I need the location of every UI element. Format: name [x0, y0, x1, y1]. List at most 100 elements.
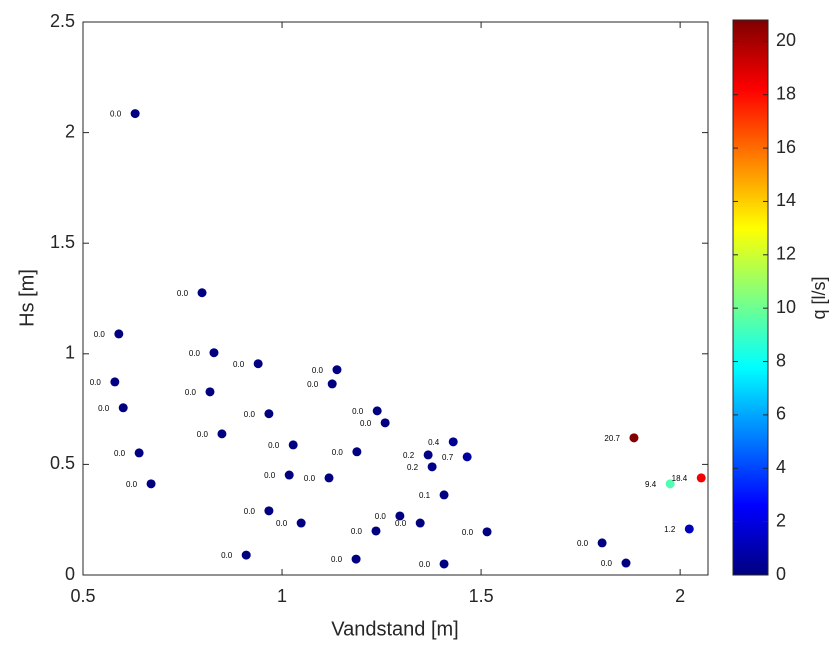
point — [324, 473, 334, 483]
point — [241, 550, 251, 560]
colorbar-tick-label: 14 — [776, 190, 796, 210]
point — [197, 288, 207, 298]
point — [327, 379, 337, 389]
point-label: 0.0 — [419, 560, 431, 569]
point — [264, 506, 274, 516]
point-label: 0.0 — [244, 410, 256, 419]
colorbar-tick-label: 2 — [776, 510, 786, 530]
point-label: 1.2 — [664, 525, 676, 534]
point — [372, 406, 382, 416]
point-label: 0.0 — [98, 404, 110, 413]
colorbar-tick-label: 12 — [776, 244, 796, 264]
point — [371, 526, 381, 536]
point — [665, 479, 675, 489]
colorbar-tick-label: 0 — [776, 564, 786, 584]
point — [352, 447, 362, 457]
point-label: 0.0 — [264, 471, 276, 480]
point — [439, 490, 449, 500]
point — [423, 450, 433, 460]
point-label: 0.0 — [312, 366, 324, 375]
point-label: 0.0 — [197, 430, 209, 439]
point — [209, 348, 219, 358]
point — [288, 440, 298, 450]
point — [351, 554, 361, 564]
point-label: 0.1 — [419, 491, 431, 500]
point-label: 0.0 — [177, 289, 189, 298]
point — [462, 452, 472, 462]
point-label: 0.7 — [442, 453, 454, 462]
y-tick-label: 2 — [65, 121, 75, 141]
point-label: 0.0 — [189, 349, 201, 358]
y-tick-label: 0.5 — [50, 453, 75, 473]
point-label: 0.0 — [332, 448, 344, 457]
colorbar-label: q [l/s] — [809, 276, 829, 319]
colorbar-tick-label: 10 — [776, 297, 796, 317]
point-label: 0.0 — [331, 555, 343, 564]
point-label: 0.0 — [221, 551, 233, 560]
x-tick-label: 1 — [277, 586, 287, 606]
point-label: 0.2 — [403, 451, 415, 460]
colorbar — [732, 19, 769, 576]
y-axis-label: Hs [m] — [16, 269, 38, 327]
colorbar-tick-label: 18 — [776, 83, 796, 103]
point — [415, 518, 425, 528]
point-label: 18.4 — [672, 474, 688, 483]
colorbar-tick-label: 8 — [776, 350, 786, 370]
point — [134, 448, 144, 458]
colorbar-tick-label: 6 — [776, 404, 786, 424]
point-label: 0.0 — [90, 378, 102, 387]
point — [597, 538, 607, 548]
x-tick-label: 0.5 — [70, 586, 95, 606]
x-tick-label: 1.5 — [469, 586, 494, 606]
point-label: 0.0 — [110, 110, 122, 119]
colorbar-tick-label: 16 — [776, 137, 796, 157]
point — [629, 433, 639, 443]
y-tick-label: 0 — [65, 564, 75, 584]
point-label: 20.7 — [604, 434, 620, 443]
point — [110, 377, 120, 387]
point — [253, 359, 263, 369]
y-tick-label: 1.5 — [50, 232, 75, 252]
point — [146, 479, 156, 489]
point-label: 0.0 — [276, 519, 288, 528]
x-axis-label: Vandstand [m] — [331, 618, 458, 640]
y-tick-label: 1 — [65, 343, 75, 363]
colorbar-tick-label: 4 — [776, 457, 786, 477]
point-label: 0.0 — [601, 559, 613, 568]
point-label: 0.0 — [126, 480, 138, 489]
point-label: 0.0 — [462, 528, 474, 537]
point — [482, 527, 492, 537]
point-label: 0.0 — [114, 449, 126, 458]
point-label: 0.0 — [375, 512, 387, 521]
plot-area — [82, 21, 709, 576]
point — [332, 365, 342, 375]
point — [696, 473, 706, 483]
point-label: 0.0 — [233, 360, 245, 369]
point — [264, 409, 274, 419]
point-label: 9.4 — [645, 480, 657, 489]
point — [217, 429, 227, 439]
point — [395, 511, 405, 521]
y-tick-label: 2.5 — [50, 11, 75, 31]
point-label: 0.0 — [268, 441, 280, 450]
point — [439, 559, 449, 569]
colorbar-tick-label: 20 — [776, 30, 796, 50]
point — [427, 462, 437, 472]
point-label: 0.0 — [577, 539, 589, 548]
point-label: 0.0 — [352, 407, 364, 416]
point-label: 0.0 — [395, 519, 407, 528]
point — [284, 470, 294, 480]
point — [118, 403, 128, 413]
x-tick-label: 2 — [675, 586, 685, 606]
point — [380, 418, 390, 428]
point — [130, 109, 140, 119]
point-label: 0.4 — [428, 438, 440, 447]
point-label: 0.0 — [307, 380, 319, 389]
point — [684, 524, 694, 534]
point — [296, 518, 306, 528]
point — [114, 329, 124, 339]
point-label: 0.0 — [360, 419, 372, 428]
point-label: 0.0 — [304, 474, 316, 483]
point — [205, 387, 215, 397]
